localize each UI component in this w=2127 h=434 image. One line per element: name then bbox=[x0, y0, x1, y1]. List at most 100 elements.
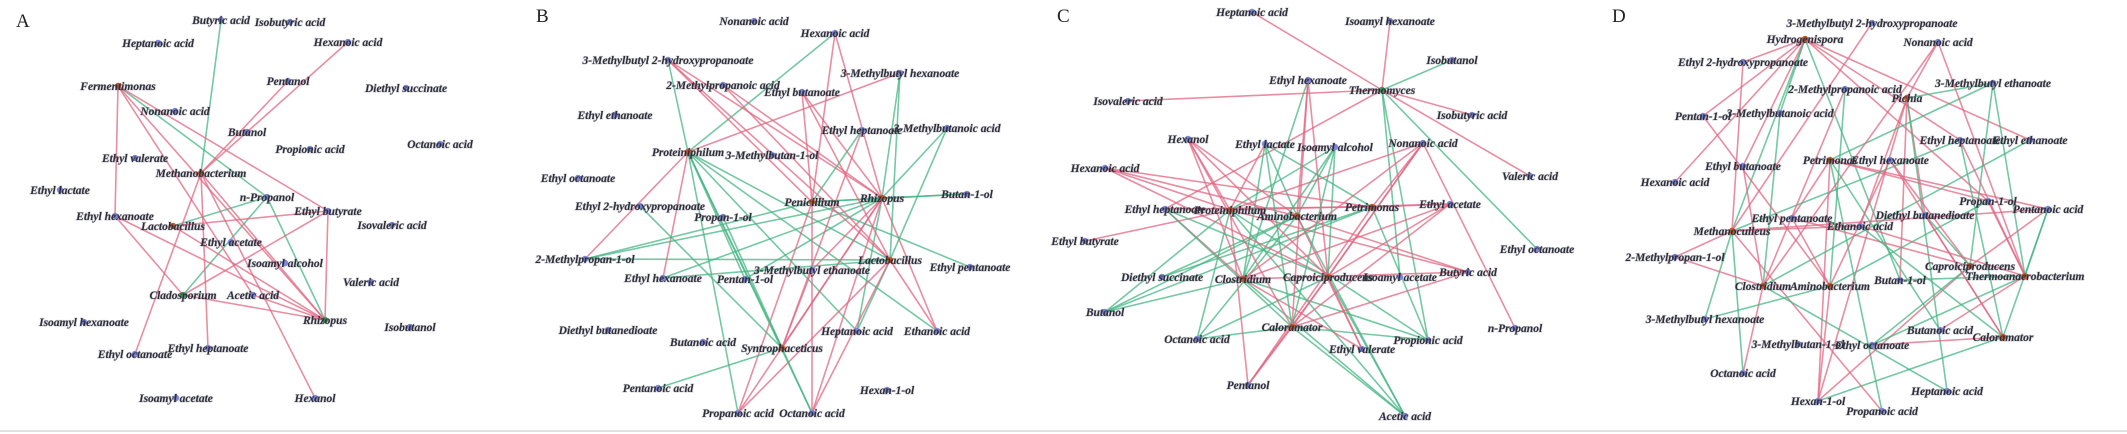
network-node[interactable]: Butanoic acid bbox=[1905, 324, 1974, 337]
network-node[interactable]: Clostridium bbox=[1734, 280, 1791, 293]
network-node[interactable]: Caproiciproducens bbox=[1282, 271, 1374, 284]
network-node[interactable]: Heptanoic acid bbox=[819, 325, 893, 338]
network-node[interactable]: Proteiniphilum bbox=[1193, 204, 1266, 217]
network-node[interactable]: 2-Methylpropanoic acid bbox=[665, 79, 781, 92]
network-node[interactable]: Ethyl butanoate bbox=[1704, 160, 1782, 173]
network-node[interactable]: Isobutanol bbox=[383, 321, 437, 334]
network-node[interactable]: Butan-1-ol bbox=[1873, 274, 1928, 287]
network-node[interactable]: 3-Methylbutanoic acid bbox=[1725, 107, 1834, 120]
network-node[interactable]: 3-Methylbutyl 2-hydroxypropanoate bbox=[581, 54, 754, 67]
network-node[interactable]: Nonanoic acid bbox=[139, 105, 211, 118]
network-node[interactable]: Ethyl ethanoate bbox=[1991, 134, 2068, 147]
network-node[interactable]: 3-Methylbutyl 2-hydroxypropanoate bbox=[1785, 17, 1958, 30]
network-node[interactable]: Pentanoic acid bbox=[2012, 203, 2084, 216]
network-node[interactable]: Octanoic acid bbox=[779, 407, 846, 420]
network-node[interactable]: Hexanoic acid bbox=[1639, 176, 1710, 189]
network-node[interactable]: Methanoculleus bbox=[1692, 225, 1771, 238]
network-node[interactable]: Pentan-1-ol bbox=[716, 273, 774, 286]
network-node[interactable]: Ethyl butyrate bbox=[293, 205, 363, 218]
network-node[interactable]: Pentan-1-ol bbox=[1674, 110, 1732, 123]
network-node[interactable]: Acetic acid bbox=[225, 289, 279, 302]
network-node[interactable]: Hexanoic acid bbox=[799, 27, 870, 40]
network-node[interactable]: Petrimonas bbox=[1344, 201, 1400, 214]
network-node[interactable]: Heptanoic acid bbox=[1214, 6, 1288, 19]
network-node[interactable]: Ethyl heptanoate bbox=[166, 342, 249, 355]
network-node[interactable]: Butan-1-ol bbox=[940, 188, 995, 201]
network-node[interactable]: Aminobacterium bbox=[1788, 280, 1870, 293]
network-node[interactable]: 2-Methylpropan-1-ol bbox=[534, 253, 636, 266]
network-node[interactable]: Octanoic acid bbox=[1710, 367, 1777, 380]
network-node[interactable]: Clostridium bbox=[1214, 273, 1271, 286]
network-node[interactable]: Ethyl 2-hydroxypropanoate bbox=[573, 200, 705, 213]
network-node[interactable]: Ethyl pentanoate bbox=[928, 261, 1011, 274]
network-node[interactable]: Ethyl ethanoate bbox=[576, 109, 653, 122]
network-node[interactable]: 3-Methylbutyl hexanoate bbox=[1644, 313, 1765, 326]
network-node[interactable]: Octanoic acid bbox=[1164, 333, 1231, 346]
network-node[interactable]: Ethyl lactate bbox=[1234, 138, 1296, 151]
network-node[interactable]: Ethyl octanoate bbox=[96, 348, 173, 361]
network-node[interactable]: Hexanoic acid bbox=[1069, 162, 1140, 175]
network-node[interactable]: 3-Methylbutan-1-ol bbox=[1750, 338, 1846, 351]
network-node[interactable]: Heptanoic acid bbox=[1909, 385, 1983, 398]
network-node[interactable]: Hexan-1-ol bbox=[1789, 395, 1846, 408]
network-node[interactable]: Ethyl valerate bbox=[100, 152, 168, 165]
network-node[interactable]: Ethyl acetate bbox=[199, 236, 263, 249]
network-node[interactable]: Butanol bbox=[1084, 306, 1125, 319]
network-node[interactable]: Thermoanaerobacterium bbox=[1965, 270, 2085, 283]
network-node[interactable]: Propanoic acid bbox=[701, 407, 774, 420]
network-node[interactable]: Isoamyl hexanoate bbox=[38, 316, 130, 329]
network-node[interactable]: Syntrophaceticus bbox=[741, 342, 825, 355]
network-node[interactable]: Valeric acid bbox=[1501, 170, 1558, 183]
network-node[interactable]: Penicillium bbox=[784, 196, 840, 209]
network-node[interactable]: Octanoic acid bbox=[407, 138, 474, 151]
network-node[interactable]: Butanoic acid bbox=[668, 336, 737, 349]
network-node[interactable]: 2-Methylpropanoic acid bbox=[1787, 83, 1903, 96]
network-node[interactable]: Caloramator bbox=[1261, 321, 1323, 334]
network-node[interactable]: Propanoic acid bbox=[1845, 405, 1918, 418]
network-node[interactable]: Methanobacterium bbox=[154, 167, 247, 180]
network-node[interactable]: Ethyl octanoate bbox=[1833, 339, 1910, 352]
network-node[interactable]: 3-Methylbutanoic acid bbox=[892, 122, 1001, 135]
network-node[interactable]: Ethyl valerate bbox=[1327, 343, 1395, 356]
network-node[interactable]: Ethyl hexanoate bbox=[75, 210, 155, 223]
network-node[interactable]: Cladosporium bbox=[149, 289, 217, 302]
network-node[interactable]: Ethyl lactate bbox=[29, 184, 91, 197]
network-node[interactable]: n-Propanol bbox=[1487, 322, 1543, 335]
network-node[interactable]: Propan-1-ol bbox=[694, 211, 754, 224]
network-node[interactable]: Hexanol bbox=[1166, 133, 1210, 146]
network-node[interactable]: Ethyl octanoate bbox=[539, 172, 616, 185]
network-node[interactable]: Acetic acid bbox=[1377, 410, 1431, 423]
network-node[interactable]: Pentanol bbox=[1226, 379, 1271, 392]
network-node[interactable]: Ethyl acetate bbox=[1418, 198, 1482, 211]
network-node[interactable]: Diethyl succinate bbox=[1119, 271, 1203, 284]
network-node[interactable]: Ethyl heptanoate bbox=[1123, 203, 1206, 216]
network-node[interactable]: Caloramator bbox=[1972, 331, 2034, 344]
network-node[interactable]: Butanol bbox=[226, 126, 267, 139]
network-node[interactable]: Propionic acid bbox=[275, 143, 346, 156]
network-node[interactable]: Aminobacterium bbox=[1255, 210, 1337, 223]
network-node[interactable]: Isoamyl hexanoate bbox=[1344, 15, 1436, 28]
network-node[interactable]: Isoamyl acetate bbox=[1362, 271, 1438, 284]
network-node[interactable]: Ethanoic acid bbox=[902, 325, 971, 338]
network-node[interactable]: 3-Methylbutyl hexanoate bbox=[839, 67, 960, 80]
network-node[interactable]: Rhizopus bbox=[858, 192, 905, 205]
network-node[interactable]: Isoamyl alcohol bbox=[246, 257, 325, 270]
network-node[interactable]: Ethyl hexanoate bbox=[623, 272, 703, 285]
network-node[interactable]: Lactobacillus bbox=[139, 220, 206, 233]
network-node[interactable]: Diethyl butanedioate bbox=[557, 324, 658, 337]
network-node[interactable]: Ethyl octanoate bbox=[1498, 243, 1575, 256]
network-node[interactable]: Butyric acid bbox=[1437, 266, 1497, 279]
network-node[interactable]: Hexanol bbox=[293, 392, 337, 405]
network-node[interactable]: Nonanoic acid bbox=[1387, 137, 1459, 150]
network-node[interactable]: Heptanoic acid bbox=[120, 37, 194, 50]
network-node[interactable]: n-Propanol bbox=[239, 191, 295, 204]
network-node[interactable]: Lactobacillus bbox=[856, 254, 923, 267]
network-node[interactable]: Pentanoic acid bbox=[622, 382, 694, 395]
network-node[interactable]: Ethanoic acid bbox=[1825, 220, 1894, 233]
network-node[interactable]: Propan-1-ol bbox=[1959, 195, 2019, 208]
network-node[interactable]: Isobutyric acid bbox=[1435, 109, 1508, 122]
network-node[interactable]: Pentanol bbox=[266, 75, 311, 88]
network-node[interactable]: Hexanoic acid bbox=[312, 36, 383, 49]
network-node[interactable]: Nonanoic acid bbox=[718, 15, 790, 28]
network-node[interactable]: Ethyl heptanoate bbox=[820, 124, 903, 137]
